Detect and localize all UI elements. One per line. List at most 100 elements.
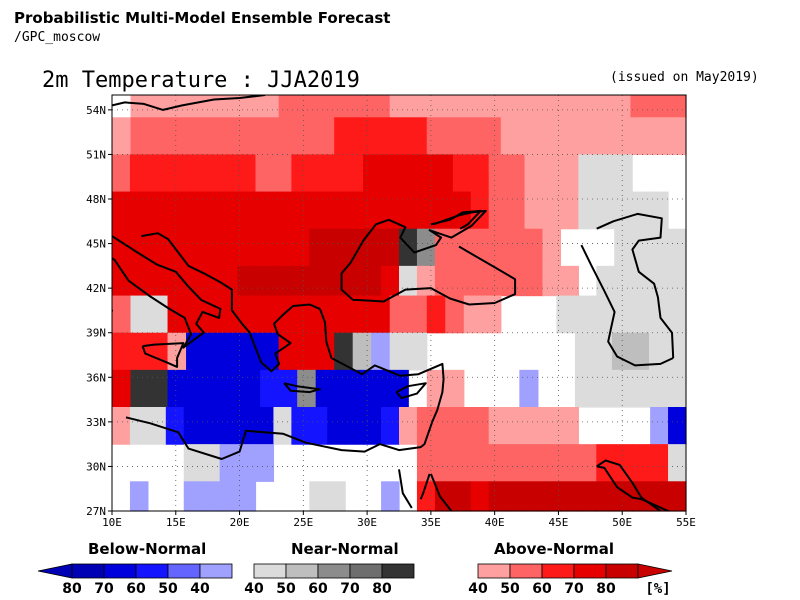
grid-cell [614, 228, 633, 267]
y-tick-label: 45N [86, 238, 106, 251]
grid-cell [408, 332, 428, 371]
grid-cell [291, 407, 310, 445]
grid-cell [537, 117, 557, 156]
grid-cell [278, 95, 298, 118]
grid-cell [371, 117, 391, 156]
arabia-red-sea [429, 473, 453, 511]
x-tick-label: 45E [549, 516, 569, 529]
grid-cell [542, 191, 562, 230]
grid-cell [223, 117, 243, 156]
grid-cell [260, 369, 280, 408]
grid-cell [560, 191, 579, 230]
legend-above-swatch [541, 563, 575, 579]
grid-cell [147, 154, 167, 193]
grid-cell [542, 481, 562, 512]
grid-cell [574, 295, 595, 334]
grid-cell [241, 369, 261, 408]
grid-cell [470, 154, 490, 193]
grid-cell [389, 332, 409, 371]
grid-cell [524, 154, 544, 193]
grid-cell [201, 481, 221, 512]
map-title: 2m Temperature : JJA2019 [42, 68, 360, 93]
grid-cell [223, 332, 243, 371]
grid-cell [237, 265, 257, 297]
grid-cell [593, 117, 613, 156]
y-tick-label: 27N [86, 505, 106, 518]
grid-cell [183, 191, 203, 230]
grid-cell [434, 481, 454, 512]
iran-gulf [596, 459, 662, 511]
legend-below-label: 40 [190, 581, 210, 597]
grid-cell [416, 481, 436, 512]
sardinia-corsica [112, 308, 113, 333]
grid-cell [255, 191, 275, 230]
grid-cell [309, 191, 328, 230]
grid-cell [129, 191, 149, 230]
grid-cell [399, 191, 418, 230]
x-tick-label: 20E [230, 516, 250, 529]
grid-cell [596, 154, 615, 193]
grid-cell [219, 228, 239, 267]
grid-cell [112, 407, 131, 445]
grid-cell [542, 265, 562, 297]
legend-below-swatch [167, 563, 201, 579]
map-frame [111, 94, 687, 512]
grid-cell [149, 369, 169, 408]
grid-cell [519, 95, 539, 118]
legend-above-label: 40 [468, 581, 488, 597]
grid-cell [165, 191, 185, 230]
grid-cell [408, 117, 428, 156]
grid-cell [542, 407, 562, 445]
grid-cell [352, 117, 372, 156]
grid-cell [574, 369, 595, 408]
grid-cell [667, 95, 687, 118]
grid-cell [149, 332, 169, 371]
grid-cell [260, 332, 280, 371]
legend-near-label: 50 [276, 581, 296, 597]
legend: 80 70 60 50 40 40 50 60 70 80 40 50 60 70 80 [%] [37, 563, 673, 597]
grid-cell [201, 191, 221, 230]
grid-cell [309, 154, 328, 193]
grid-cell [578, 154, 597, 193]
legend-above-label: 70 [564, 581, 584, 597]
grid-cell [560, 444, 579, 482]
legend-below-label: 80 [62, 581, 82, 597]
x-tick-label: 55E [676, 516, 696, 529]
grid-cell [327, 154, 346, 193]
grid-cell [519, 117, 539, 156]
grid-cell [112, 295, 132, 334]
sicily [141, 342, 185, 368]
legend-below-label: 70 [94, 581, 114, 597]
grid-cell [183, 228, 203, 267]
grid-cell [223, 369, 243, 408]
grid-cell [291, 265, 310, 297]
grid-cell [130, 332, 150, 371]
grid-cell [463, 295, 483, 334]
grid-cell [614, 154, 633, 193]
grid-cell [408, 95, 428, 118]
grid-cell [352, 95, 372, 118]
grid-cell [291, 154, 310, 193]
grid-cell [426, 295, 446, 334]
grid-cell [596, 444, 615, 482]
grid-cell [574, 95, 595, 118]
grid-cell [667, 369, 687, 408]
grid-cell [219, 444, 239, 482]
grid-cell [578, 191, 597, 230]
legend-near-swatch [381, 563, 415, 579]
grid-cell [630, 95, 650, 118]
grid-cell [183, 407, 203, 445]
grid-cell [556, 95, 576, 118]
grid-cell [524, 265, 544, 297]
grid-cell [201, 228, 221, 267]
grid-cell [129, 265, 149, 297]
y-tick-label: 33N [86, 416, 106, 429]
grid-cell [434, 228, 454, 267]
grid-cell [129, 481, 149, 512]
grid-cell [147, 228, 167, 267]
grid-cell [506, 407, 526, 445]
grid-cell [416, 265, 436, 297]
grid-cell [463, 95, 483, 118]
grid-cell [201, 407, 221, 445]
grid-cell [470, 228, 490, 267]
